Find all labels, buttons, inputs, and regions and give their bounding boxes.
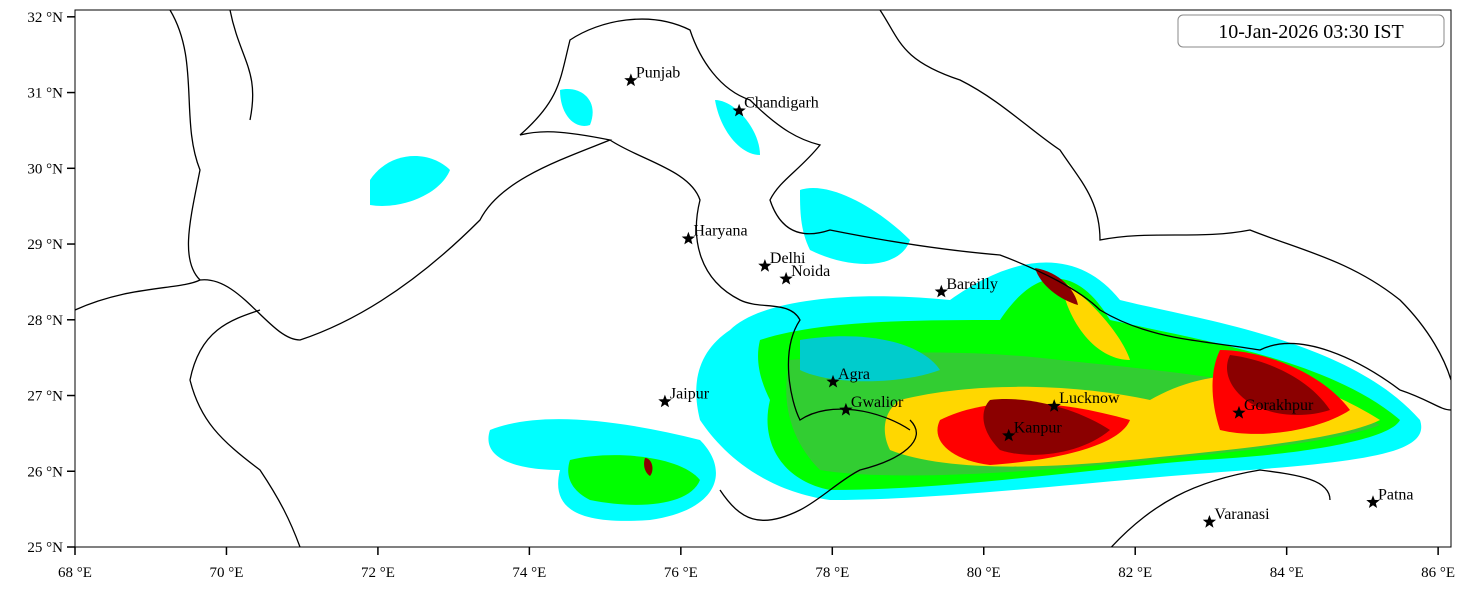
city-marker [934,284,948,298]
x-tick-label: 84 °E [1270,565,1304,581]
x-tick-label: 76 °E [664,565,698,581]
precipitation [370,89,1422,521]
x-tick-label: 80 °E [967,565,1001,581]
x-tick-label: 86 °E [1421,565,1455,581]
y-tick-label: 31 °N [27,86,63,102]
x-tick-label: 72 °E [361,565,395,581]
city-label: Agra [838,366,870,383]
city-label: Gorakhpur [1244,397,1314,414]
x-tick-label: 82 °E [1118,565,1152,581]
borders [75,10,1451,547]
city-marker [839,402,853,416]
city-marker [658,394,672,408]
y-tick-label: 32 °N [27,10,63,26]
y-tick-label: 27 °N [27,389,63,405]
city-marker [1202,515,1217,528]
city-marker [624,73,638,87]
x-tick-label: 78 °E [815,565,849,581]
city-label: Delhi [770,250,806,267]
city-marker [779,271,793,285]
y-tick-label: 29 °N [27,237,63,253]
city-marker [1002,428,1016,442]
city-label: Gwalior [851,394,904,411]
city-marker [732,103,746,117]
x-tick-label: 70 °E [209,565,243,581]
city-label: Bareilly [946,276,998,293]
timestamp: 10-Jan-2026 03:30 IST [1218,21,1404,43]
timestamp-box [1177,14,1445,48]
x-tick-label: 74 °E [512,565,546,581]
city-label: Jaipur [670,386,710,403]
city-marker [681,231,696,245]
city-marker [1366,495,1380,508]
city-label: Haryana [693,223,747,240]
y-tick-label: 28 °N [27,313,63,329]
city-marker [758,259,772,272]
y-tick-label: 25 °N [27,540,63,556]
city-marker [826,374,840,388]
city-marker [1232,405,1246,419]
y-tick-label: 26 °N [27,464,63,480]
city-label: Kanpur [1014,420,1063,437]
x-tick-label: 68 °E [58,565,92,581]
city-label: Lucknow [1059,390,1120,407]
plot-frame [74,9,1452,548]
city-label: Patna [1378,486,1414,503]
city-label: Varanasi [1214,506,1270,523]
city-marker [1047,399,1061,412]
y-tick-label: 30 °N [27,161,63,177]
city-label: Punjab [636,64,680,81]
city-label: Chandigarh [744,95,819,112]
city-label: Noida [791,263,830,280]
